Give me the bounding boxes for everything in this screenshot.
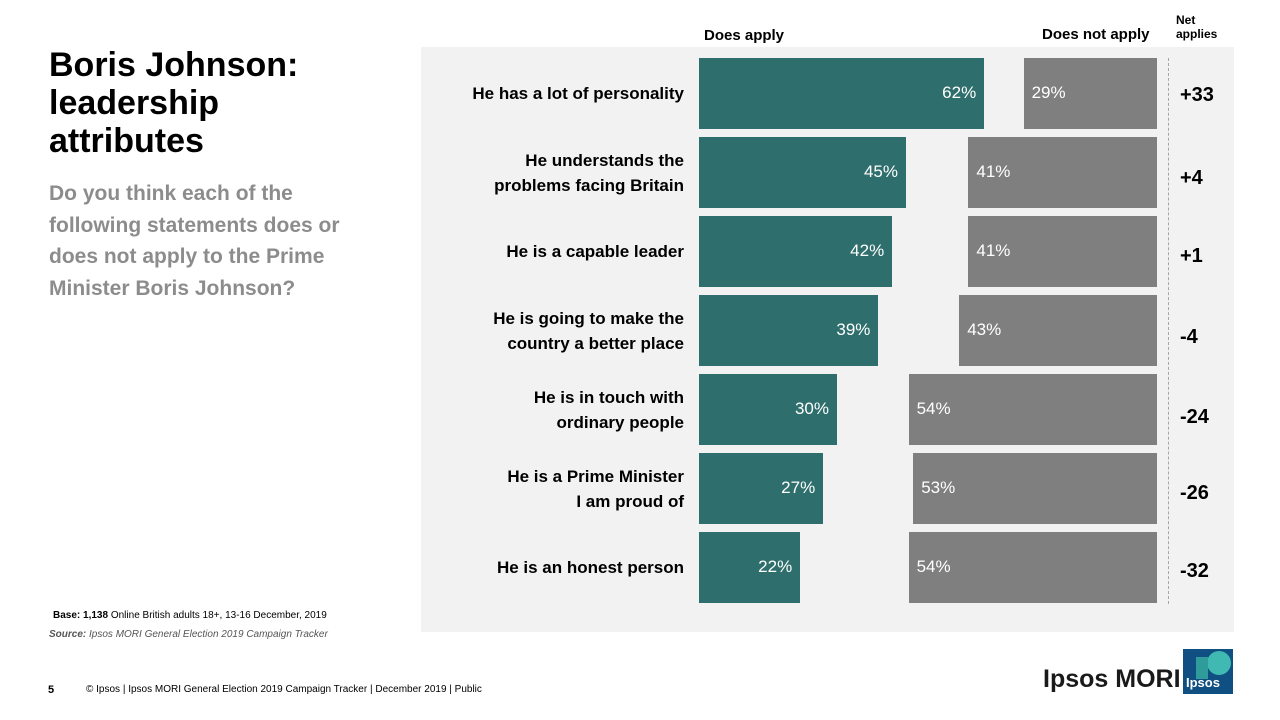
base-count: 1,138 <box>83 610 109 621</box>
net-applies-value: +1 <box>1180 245 1203 267</box>
category-label: He is going to make the country a better … <box>434 306 684 356</box>
apply-bar: 22% <box>699 532 801 603</box>
net-applies-value: +33 <box>1180 84 1214 106</box>
ipsos-logo: Ipsos <box>1183 649 1233 694</box>
brand-name: Ipsos MORI <box>1043 665 1181 693</box>
net-header-line: Net <box>1176 13 1196 27</box>
title-line: Boris Johnson: <box>49 46 299 84</box>
apply-bar: 39% <box>699 295 879 366</box>
not-apply-value-label: 54% <box>916 399 951 418</box>
not-apply-value-label: 54% <box>916 557 951 576</box>
not-apply-bar: 54% <box>908 532 1157 603</box>
apply-bar: 30% <box>699 374 837 445</box>
net-divider <box>1168 58 1169 604</box>
category-label: He understands the problems facing Britai… <box>434 148 684 198</box>
category-label-line: He is a capable leader <box>506 242 684 261</box>
apply-column-header: Does apply <box>704 27 785 44</box>
net-column-header: Net applies <box>1176 13 1217 41</box>
category-label: He is a Prime Minister I am proud of <box>434 464 684 514</box>
not-apply-bar: 53% <box>913 453 1157 524</box>
apply-value-label: 42% <box>850 241 885 260</box>
net-applies-value: -26 <box>1180 482 1209 504</box>
not-apply-column-header: Does not apply <box>1042 26 1150 43</box>
apply-bar: 42% <box>699 216 893 287</box>
category-label-line: He is an honest person <box>496 558 684 577</box>
source-text: Ipsos MORI General Election 2019 Campaig… <box>89 629 328 640</box>
category-label: He is an honest person <box>434 555 684 580</box>
not-apply-value-label: 41% <box>976 162 1011 181</box>
apply-value-label: 62% <box>942 83 977 102</box>
not-apply-bar: 43% <box>959 295 1157 366</box>
not-apply-bar: 41% <box>968 137 1157 208</box>
category-label-line: He is a Prime Minister <box>507 466 684 486</box>
category-label: He is a capable leader <box>434 239 684 264</box>
logo-text: Ipsos <box>1186 675 1220 690</box>
net-applies-value: -32 <box>1180 560 1209 582</box>
not-apply-bar: 41% <box>968 216 1157 287</box>
source-label: Source: <box>49 629 87 640</box>
not-apply-value-label: 43% <box>967 320 1002 339</box>
footer-text: © Ipsos | Ipsos MORI General Election 20… <box>86 684 482 695</box>
slide-title: Boris Johnson: leadership attributes <box>49 46 389 160</box>
category-label-line: He understands the <box>525 150 684 170</box>
apply-bar: 62% <box>699 58 985 129</box>
net-applies-value: -4 <box>1180 326 1198 348</box>
apply-value-label: 30% <box>794 399 829 418</box>
question-text: Do you think each of the following state… <box>49 182 340 300</box>
apply-value-label: 45% <box>863 162 898 181</box>
category-label: He has a lot of personality <box>434 81 684 106</box>
title-line: attributes <box>49 122 204 160</box>
net-applies-value: +4 <box>1180 167 1203 189</box>
base-label: Base: <box>53 610 81 621</box>
base-note: Base: 1,138 Online British adults 18+, 1… <box>53 610 327 621</box>
page-number: 5 <box>48 684 55 696</box>
not-apply-value-label: 29% <box>1031 83 1066 102</box>
category-label-line: He is going to make the <box>493 308 684 328</box>
category-label: He is in touch with ordinary people <box>434 385 684 435</box>
not-apply-value-label: 53% <box>921 478 956 497</box>
apply-bar: 27% <box>699 453 824 524</box>
category-label-line: ordinary people <box>556 412 684 432</box>
base-text: Online British adults 18+, 13-16 Decembe… <box>110 610 327 621</box>
apply-value-label: 22% <box>758 557 793 576</box>
title-line: leadership <box>49 84 220 122</box>
category-label-line: I am proud of <box>576 491 684 511</box>
not-apply-bar: 29% <box>1023 58 1157 129</box>
category-label-line: He is in touch with <box>533 387 684 407</box>
source-note: Source: Ipsos MORI General Election 2019… <box>49 629 328 640</box>
category-label-line: country a better place <box>507 333 684 353</box>
logo-circle-icon <box>1207 651 1231 675</box>
net-header-line: applies <box>1176 27 1218 41</box>
category-label-line: He has a lot of personality <box>472 84 684 103</box>
not-apply-bar: 54% <box>908 374 1157 445</box>
net-applies-value: -24 <box>1180 406 1209 428</box>
apply-bar: 45% <box>699 137 906 208</box>
not-apply-value-label: 41% <box>976 241 1011 260</box>
apply-value-label: 27% <box>781 478 816 497</box>
category-label-line: problems facing Britain <box>494 175 684 195</box>
logo-bar-icon <box>1196 657 1208 679</box>
apply-value-label: 39% <box>836 320 871 339</box>
